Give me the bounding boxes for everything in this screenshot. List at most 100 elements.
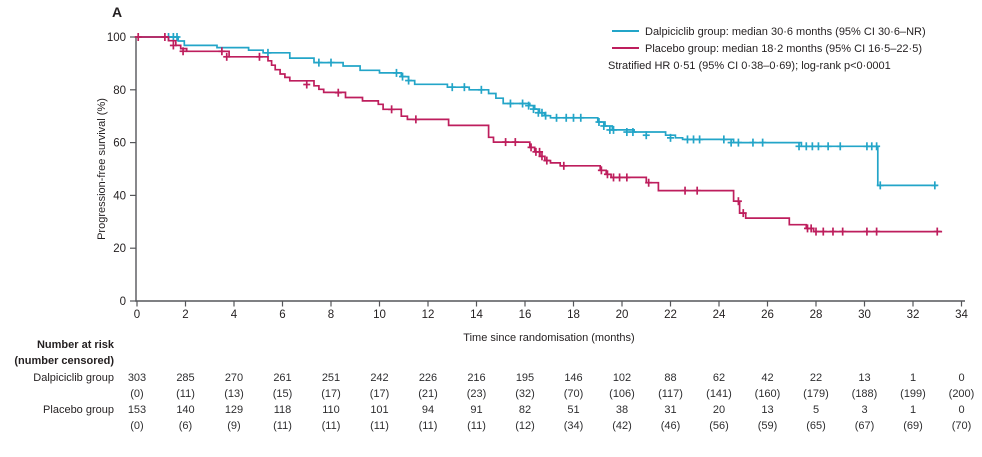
risk-cell: (17) xyxy=(321,388,341,400)
risk-cell: (106) xyxy=(609,388,635,400)
risk-cell: (21) xyxy=(418,388,438,400)
x-tick-label: 32 xyxy=(907,309,920,321)
risk-cell: 13 xyxy=(761,404,774,416)
risk-cell: 303 xyxy=(127,372,147,384)
risk-cell: (42) xyxy=(612,420,632,432)
risk-cell: (0) xyxy=(130,388,144,400)
risk-cell: (12) xyxy=(515,420,535,432)
risk-cell: 1 xyxy=(909,404,917,416)
y-tick-label: 40 xyxy=(113,190,126,202)
risk-cell: (11) xyxy=(273,420,292,432)
risk-cell: (141) xyxy=(706,388,732,400)
risk-cell: (188) xyxy=(851,388,878,400)
risk-cell: 42 xyxy=(761,372,774,384)
risk-cell: (65) xyxy=(806,420,826,432)
risk-cell: 5 xyxy=(812,404,820,416)
risk-cell: (70) xyxy=(951,420,972,432)
y-axis-title: Progression-free survival (%) xyxy=(96,98,108,240)
risk-cell: 38 xyxy=(615,404,629,416)
risk-cell: 118 xyxy=(273,404,292,416)
risk-cell: 270 xyxy=(224,372,244,384)
risk-cell: (70) xyxy=(563,388,584,400)
risk-cell: 140 xyxy=(176,404,195,416)
hr-annotation-text: Stratified HR 0·51 (95% CI 0·38–0·69); l… xyxy=(608,60,891,72)
x-tick-label: 12 xyxy=(422,309,435,321)
risk-cell: 242 xyxy=(370,372,389,384)
risk-cell: 153 xyxy=(127,404,147,416)
risk-cell: (56) xyxy=(709,420,729,432)
risk-cell: 101 xyxy=(370,404,389,416)
risk-cell: 13 xyxy=(858,372,871,384)
risk-cell: 129 xyxy=(224,404,244,416)
risk-cell: (9) xyxy=(227,420,241,432)
risk-cell: (179) xyxy=(803,388,829,400)
risk-cell: (32) xyxy=(515,388,535,400)
risk-cell: (0) xyxy=(130,420,144,432)
risk-cell: 216 xyxy=(467,372,486,384)
risk-cell: 91 xyxy=(470,404,483,416)
x-tick-label: 4 xyxy=(231,309,238,321)
risk-cell: (117) xyxy=(658,388,683,400)
risk-cell: 94 xyxy=(421,404,435,416)
risk-cell: 1 xyxy=(909,372,917,384)
risk-cell: 51 xyxy=(567,404,580,416)
x-tick-label: 8 xyxy=(328,309,334,321)
x-tick-label: 10 xyxy=(373,309,386,321)
risk-cell: 31 xyxy=(664,404,677,416)
risk-cell: (15) xyxy=(272,388,293,400)
x-tick-label: 34 xyxy=(955,309,968,321)
risk-cell: 110 xyxy=(322,404,340,416)
risk-row-label-placebo: Placebo group xyxy=(43,404,114,416)
risk-cell: (46) xyxy=(660,420,681,432)
risk-cell: (11) xyxy=(467,420,486,432)
risk-cell: 195 xyxy=(515,372,535,384)
legend-item-dalpiciclib: Dalpiciclib group: median 30·6 months (9… xyxy=(612,24,926,40)
risk-cell: (34) xyxy=(563,420,584,432)
placebo-line-swatch xyxy=(612,47,639,49)
x-tick-label: 20 xyxy=(616,309,629,321)
risk-cell: (11) xyxy=(418,420,438,432)
x-tick-label: 18 xyxy=(567,309,580,321)
risk-cell: 285 xyxy=(176,372,195,384)
risk-cell: 146 xyxy=(564,372,583,384)
risk-cell: 20 xyxy=(712,404,726,416)
risk-cell: 82 xyxy=(518,404,532,416)
legend-label-placebo: Placebo group: median 18·2 months (95% C… xyxy=(645,43,922,55)
x-tick-label: 22 xyxy=(664,309,677,321)
risk-cell: (6) xyxy=(178,420,193,432)
dalpiciclib-line-swatch xyxy=(612,30,639,32)
x-tick-label: 30 xyxy=(858,309,871,321)
risk-table-title: Number at risk xyxy=(36,339,114,351)
x-tick-label: 2 xyxy=(182,309,188,321)
x-tick-label: 14 xyxy=(470,309,483,321)
km-curve-dalpiciclib xyxy=(137,36,938,187)
y-tick-label: 20 xyxy=(113,243,126,255)
y-tick-label: 60 xyxy=(113,138,126,150)
risk-table-subtitle: (number censored) xyxy=(14,355,114,367)
risk-cell: (69) xyxy=(903,420,923,432)
x-tick-label: 16 xyxy=(519,309,532,321)
panel-label: A xyxy=(112,4,123,20)
risk-cell: (160) xyxy=(754,388,781,400)
x-tick-label: 0 xyxy=(134,309,140,321)
risk-cell: 22 xyxy=(809,372,823,384)
risk-cell: 0 xyxy=(958,404,965,416)
risk-cell: 261 xyxy=(273,372,292,384)
risk-cell: (23) xyxy=(466,388,487,400)
risk-cell: (67) xyxy=(854,420,875,432)
x-tick-label: 6 xyxy=(279,309,285,321)
y-tick-label: 80 xyxy=(113,85,126,97)
x-axis-title: Time since randomisation (months) xyxy=(463,332,635,344)
risk-cell: (11) xyxy=(176,388,195,400)
y-tick-label: 100 xyxy=(107,32,126,44)
risk-cell: 3 xyxy=(861,404,868,416)
risk-cell: (59) xyxy=(757,420,778,432)
km-curve-placebo xyxy=(137,36,943,233)
risk-cell: (200) xyxy=(948,388,975,400)
x-tick-label: 26 xyxy=(761,309,774,321)
risk-cell: 251 xyxy=(321,372,341,384)
hr-annotation: Stratified HR 0·51 (95% CI 0·38–0·69); l… xyxy=(608,58,891,74)
x-tick-label: 28 xyxy=(810,309,823,321)
y-tick-label: 0 xyxy=(120,296,126,308)
